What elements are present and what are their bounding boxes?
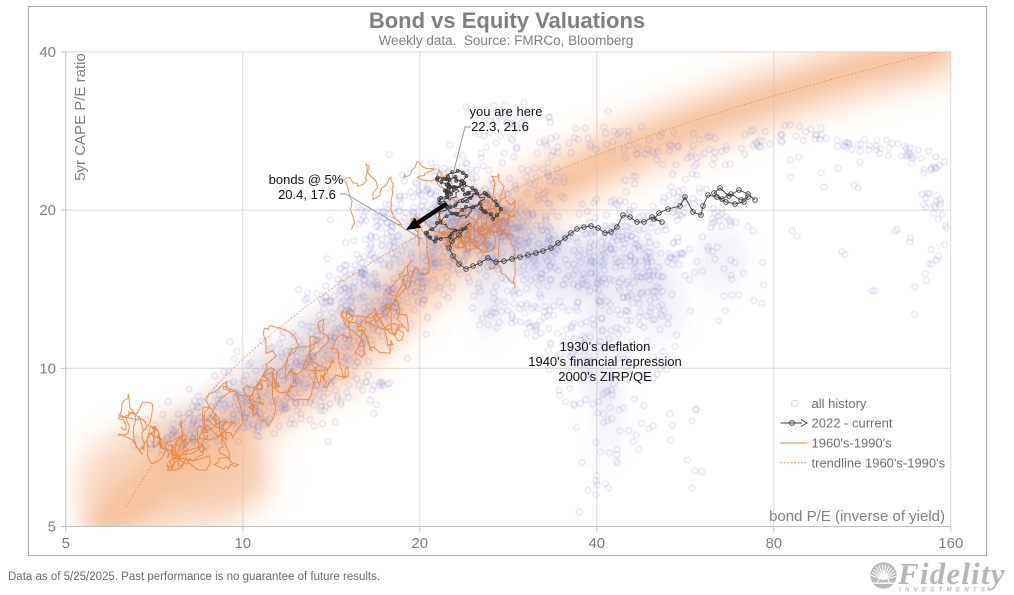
svg-text:Bond vs Equity Valuations: Bond vs Equity Valuations xyxy=(369,8,645,33)
svg-text:you are here: you are here xyxy=(470,104,543,119)
svg-text:20: 20 xyxy=(39,202,56,219)
svg-text:1940's financial repression: 1940's financial repression xyxy=(528,354,682,369)
svg-text:2022 - current: 2022 - current xyxy=(812,416,893,431)
svg-text:bonds @ 5%: bonds @ 5% xyxy=(269,172,344,187)
svg-text:5: 5 xyxy=(62,535,70,552)
svg-text:1960's-1990's: 1960's-1990's xyxy=(812,436,893,451)
svg-text:1930's deflation: 1930's deflation xyxy=(560,339,651,354)
svg-text:10: 10 xyxy=(39,360,56,377)
svg-text:Weekly data. Source: FMRCo, B: Weekly data. Source: FMRCo, Bloomberg xyxy=(379,33,634,48)
svg-text:2000's ZIRP/QE: 2000's ZIRP/QE xyxy=(558,369,652,384)
svg-text:INVESTMENTS: INVESTMENTS xyxy=(899,587,989,594)
svg-text:20.4, 17.6: 20.4, 17.6 xyxy=(278,187,336,202)
svg-text:160: 160 xyxy=(938,535,963,552)
svg-text:Fidelity: Fidelity xyxy=(897,556,1006,591)
svg-text:40: 40 xyxy=(39,44,56,61)
svg-text:bond P/E (inverse of yield): bond P/E (inverse of yield) xyxy=(769,508,945,525)
svg-text:10: 10 xyxy=(234,535,251,552)
svg-text:22.3, 21.6: 22.3, 21.6 xyxy=(471,119,529,134)
svg-text:trendline 1960's-1990's: trendline 1960's-1990's xyxy=(812,455,946,470)
svg-text:40: 40 xyxy=(588,535,605,552)
svg-text:Data as of 5/25/2025. Past per: Data as of 5/25/2025. Past performance i… xyxy=(8,571,380,583)
svg-text:20: 20 xyxy=(411,535,428,552)
svg-text:5yr CAPE P/E ratio: 5yr CAPE P/E ratio xyxy=(72,53,89,181)
svg-text:5: 5 xyxy=(48,519,56,536)
svg-text:80: 80 xyxy=(765,535,782,552)
svg-text:all history: all history xyxy=(812,396,867,411)
